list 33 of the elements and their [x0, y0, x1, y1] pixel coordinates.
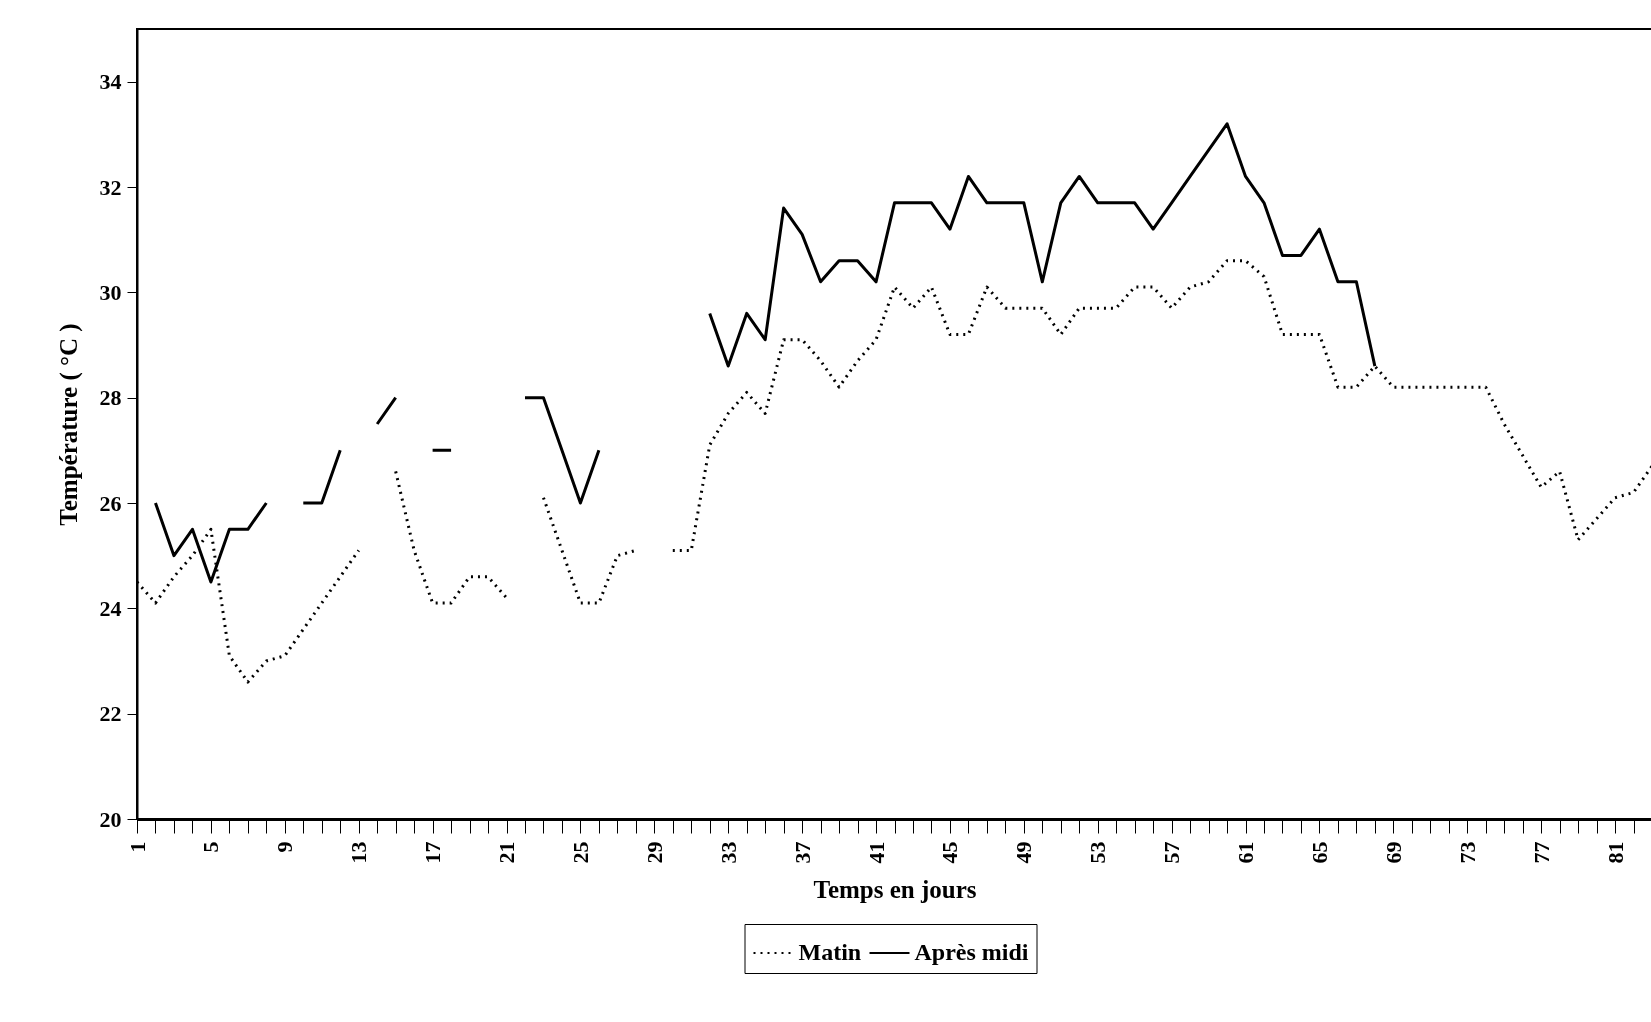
y-tick-label: 26	[99, 490, 122, 516]
x-tick-label: 73	[1454, 841, 1480, 864]
x-tick-label: 37	[789, 841, 815, 864]
legend-label: Après midi	[914, 939, 1029, 965]
x-tick-label: 45	[937, 841, 963, 864]
x-tick-label: 33	[715, 841, 741, 864]
x-tick-label: 65	[1306, 841, 1332, 864]
x-tick-label: 1	[124, 841, 150, 853]
x-tick-label: 81	[1602, 841, 1628, 864]
x-tick-label: 13	[346, 841, 372, 864]
x-tick-label: 53	[1085, 841, 1111, 864]
y-tick-label: 22	[99, 701, 122, 727]
y-tick-label: 32	[99, 174, 122, 200]
x-tick-label: 21	[494, 841, 520, 864]
y-tick-label: 30	[99, 279, 122, 305]
y-tick-label: 34	[99, 69, 122, 95]
legend-label: Matin	[798, 939, 862, 965]
y-tick-label: 20	[99, 806, 122, 832]
x-tick-label: 49	[1011, 841, 1037, 864]
y-tick-label: 28	[99, 385, 122, 411]
x-tick-label: 77	[1528, 841, 1554, 864]
x-tick-label: 29	[641, 841, 667, 864]
x-tick-label: 61	[1233, 841, 1259, 864]
x-tick-label: 25	[567, 841, 593, 864]
y-tick-label: 24	[99, 595, 122, 621]
x-axis-title: Temps en jours	[813, 875, 977, 903]
x-tick-label: 5	[198, 841, 224, 853]
x-tick-label: 9	[272, 841, 298, 853]
x-tick-label: 57	[1159, 841, 1185, 864]
y-axis-title: Température ( °C )	[54, 323, 83, 526]
x-tick-label: 69	[1380, 841, 1406, 864]
x-tick-label: 41	[863, 841, 889, 864]
x-tick-label: 17	[420, 841, 446, 864]
